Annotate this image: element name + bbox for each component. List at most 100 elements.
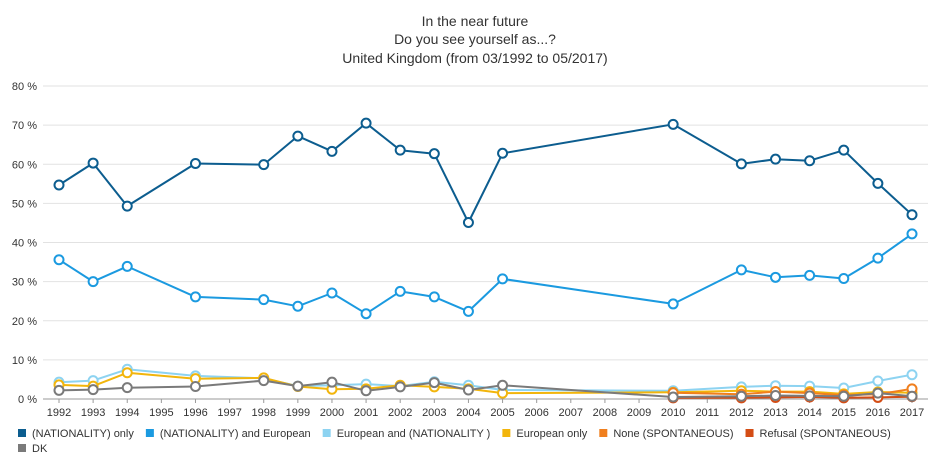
data-point[interactable] — [497, 147, 509, 159]
data-point[interactable] — [121, 200, 133, 212]
legend-item[interactable]: (NATIONALITY) only — [18, 428, 134, 440]
series-line — [58, 122, 913, 224]
data-point[interactable] — [906, 369, 918, 381]
series-6 — [53, 375, 918, 403]
legend-label: (NATIONALITY) only — [32, 428, 134, 440]
data-point[interactable] — [87, 384, 99, 396]
data-point[interactable] — [462, 305, 474, 317]
data-point[interactable] — [906, 209, 918, 221]
x-axis: 1992 1993 1994 1995 1996 1997 1998 1999 2000 2001… — [47, 399, 924, 419]
data-point[interactable] — [872, 387, 884, 399]
legend-swatch — [322, 429, 331, 437]
data-point[interactable] — [735, 264, 747, 276]
data-point[interactable] — [360, 117, 372, 129]
x-tick-label: 2013 — [763, 407, 787, 419]
legend-label: None (SPONTANEOUS) — [613, 428, 733, 440]
data-point[interactable] — [497, 379, 509, 391]
data-point[interactable] — [872, 252, 884, 264]
legend-item[interactable]: DK — [18, 443, 48, 455]
data-point[interactable] — [872, 375, 884, 387]
data-point[interactable] — [667, 391, 679, 403]
data-point[interactable] — [804, 390, 816, 402]
x-tick-label: 2015 — [832, 407, 856, 419]
data-point[interactable] — [326, 287, 338, 299]
y-tick-label: 20 % — [12, 316, 37, 328]
data-point[interactable] — [872, 177, 884, 189]
data-point[interactable] — [804, 269, 816, 281]
x-tick-label: 2001 — [354, 407, 378, 419]
data-point[interactable] — [906, 390, 918, 402]
x-tick-label: 2014 — [797, 407, 821, 419]
data-point[interactable] — [326, 145, 338, 157]
data-point[interactable] — [87, 276, 99, 288]
legend-swatch — [745, 429, 754, 437]
data-point[interactable] — [189, 380, 201, 392]
data-point[interactable] — [360, 385, 372, 397]
legend-label: (NATIONALITY) and European — [160, 428, 311, 440]
data-point[interactable] — [770, 271, 782, 283]
x-tick-label: 1998 — [251, 407, 275, 419]
data-point[interactable] — [121, 260, 133, 272]
y-tick-label: 60 % — [12, 159, 37, 171]
data-point[interactable] — [394, 381, 406, 393]
data-point[interactable] — [428, 291, 440, 303]
data-point[interactable] — [121, 382, 133, 394]
x-tick-label: 2009 — [627, 407, 651, 419]
data-point[interactable] — [121, 367, 133, 379]
legend-swatch — [18, 444, 26, 452]
y-tick-label: 0 % — [18, 394, 37, 406]
data-point[interactable] — [292, 130, 304, 142]
x-tick-label: 1995 — [149, 407, 173, 419]
data-point[interactable] — [838, 144, 850, 156]
data-point[interactable] — [428, 377, 440, 389]
data-point[interactable] — [838, 390, 850, 402]
data-point[interactable] — [735, 390, 747, 402]
data-point[interactable] — [667, 118, 679, 130]
legend-item[interactable]: None (SPONTANEOUS) — [599, 428, 734, 440]
x-tick-label: 2000 — [320, 407, 344, 419]
y-tick-label: 80 % — [12, 81, 37, 93]
data-point[interactable] — [906, 228, 918, 240]
data-point[interactable] — [53, 384, 65, 396]
data-point[interactable] — [838, 272, 850, 284]
data-point[interactable] — [497, 273, 509, 285]
x-tick-label: 1993 — [81, 407, 105, 419]
data-point[interactable] — [53, 254, 65, 266]
series-1 — [53, 228, 918, 320]
legend[interactable]: (NATIONALITY) only (NATIONALITY) and Euro… — [18, 428, 891, 455]
data-point[interactable] — [394, 144, 406, 156]
data-point[interactable] — [462, 384, 474, 396]
data-point[interactable] — [292, 300, 304, 312]
data-point[interactable] — [428, 148, 440, 160]
series-line — [58, 233, 913, 315]
legend-label: European only — [516, 428, 587, 440]
data-point[interactable] — [189, 291, 201, 303]
data-point[interactable] — [804, 155, 816, 167]
data-point[interactable] — [53, 179, 65, 191]
series-3 — [53, 367, 918, 400]
data-point[interactable] — [462, 217, 474, 229]
x-tick-label: 2016 — [866, 407, 890, 419]
data-point[interactable] — [667, 298, 679, 310]
x-tick-label: 2012 — [729, 407, 753, 419]
data-point[interactable] — [770, 153, 782, 165]
data-point[interactable] — [394, 285, 406, 297]
chart-title: In the near future Do you see yourself a… — [342, 13, 607, 66]
x-tick-label: 2011 — [695, 407, 719, 419]
x-tick-label: 2008 — [593, 407, 617, 419]
legend-item[interactable]: Refusal (SPONTANEOUS) — [745, 428, 891, 440]
legend-item[interactable]: European and (NATIONALITY ) — [322, 428, 491, 440]
data-point[interactable] — [258, 159, 270, 171]
data-point[interactable] — [292, 380, 304, 392]
data-point[interactable] — [360, 308, 372, 320]
legend-item[interactable]: European only — [502, 428, 588, 440]
data-point[interactable] — [770, 389, 782, 401]
data-point[interactable] — [258, 294, 270, 306]
data-point[interactable] — [189, 157, 201, 169]
gridlines — [43, 85, 928, 400]
legend-item[interactable]: (NATIONALITY) and European — [145, 428, 311, 440]
data-point[interactable] — [326, 376, 338, 388]
data-point[interactable] — [258, 375, 270, 387]
data-point[interactable] — [735, 158, 747, 170]
data-point[interactable] — [87, 157, 99, 169]
